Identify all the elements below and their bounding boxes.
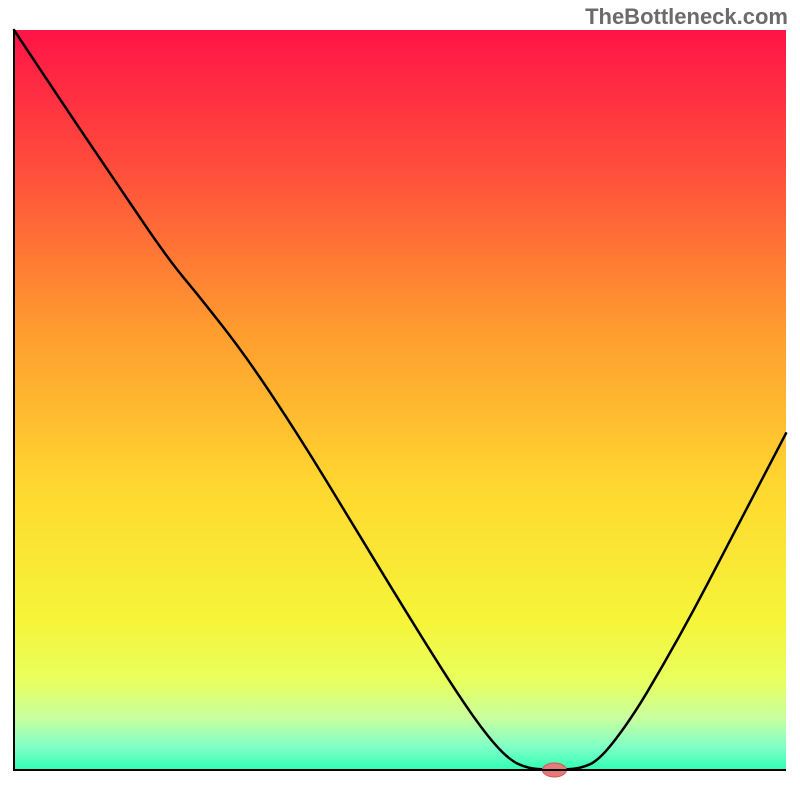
bottleneck-chart: [0, 0, 800, 800]
watermark-text: TheBottleneck.com: [585, 4, 788, 30]
chart-container: TheBottleneck.com: [0, 0, 800, 800]
gradient-background: [14, 30, 786, 770]
